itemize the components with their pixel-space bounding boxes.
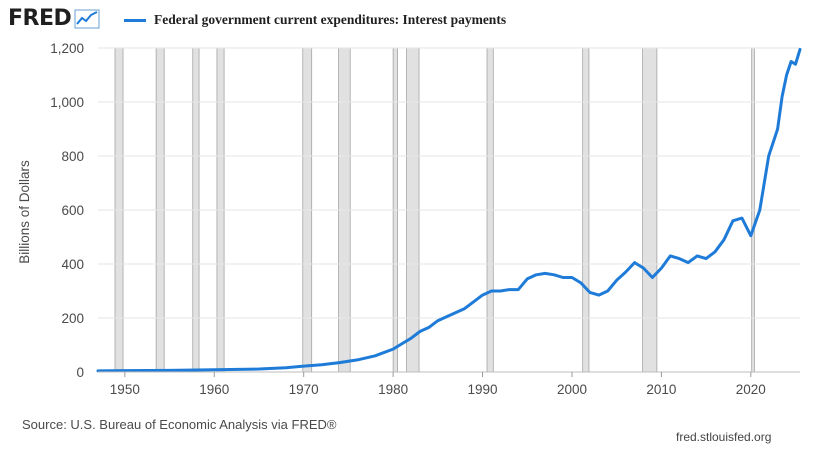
source-note: Source: U.S. Bureau of Economic Analysis… (22, 417, 337, 432)
axes: 0 200 400 600 800 1,000 1,200 1950 1960 1970 1980 1… (50, 41, 800, 397)
x-tick-label: 1970 (289, 382, 319, 397)
series-line (96, 47, 802, 373)
line-chart-icon (74, 9, 100, 28)
x-tick-label: 1990 (468, 382, 498, 397)
y-tick-label: 200 (61, 311, 84, 326)
x-tick-label: 1980 (378, 382, 408, 397)
fred-logo-text: FRED (8, 6, 72, 31)
y-tick-label: 800 (61, 149, 84, 164)
y-tick-label: 400 (61, 257, 84, 272)
x-tick-label: 1960 (199, 382, 229, 397)
series-line-layer (96, 47, 802, 373)
site-url[interactable]: fred.stlouisfed.org (676, 430, 772, 444)
gridlines (98, 47, 800, 319)
y-tick-label: 0 (76, 365, 84, 380)
chart-legend: Federal government current expenditures:… (124, 12, 506, 28)
y-axis-label: Billions of Dollars (17, 160, 32, 264)
x-tick-label: 2010 (646, 382, 676, 397)
fred-logo[interactable]: FRED (8, 6, 100, 31)
legend-series-label: Federal government current expenditures:… (154, 12, 507, 27)
x-tick-label: 1950 (110, 382, 140, 397)
y-tick-label: 1,000 (50, 95, 84, 110)
y-tick-label: 1,200 (50, 41, 84, 56)
legend-swatch (124, 18, 146, 22)
x-tick-label: 2000 (557, 382, 587, 397)
y-tick-label: 600 (61, 203, 84, 218)
x-tick-label: 2020 (736, 382, 766, 397)
